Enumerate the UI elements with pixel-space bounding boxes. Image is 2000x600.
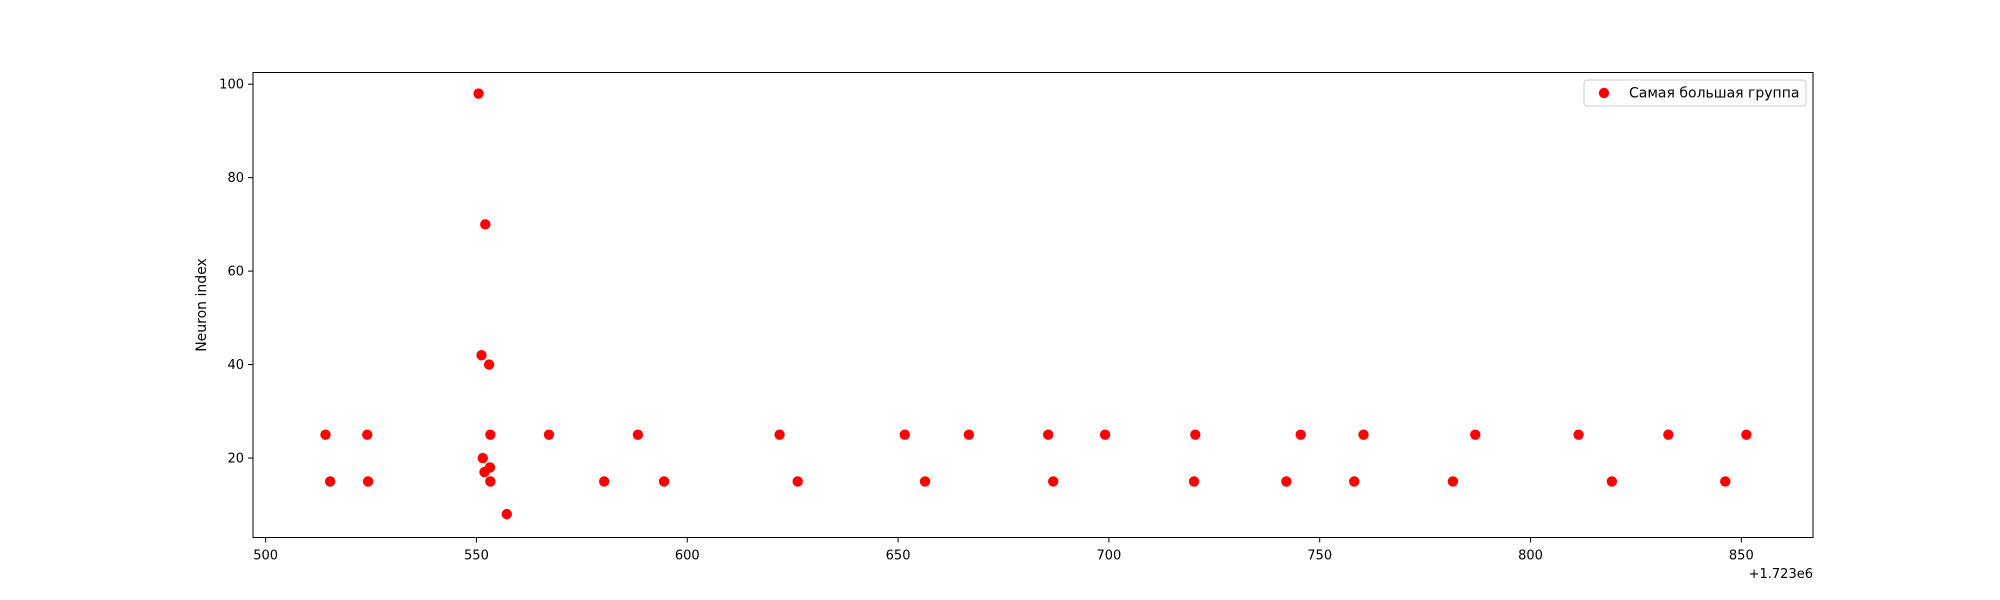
data-point	[632, 429, 644, 440]
data-point	[501, 508, 513, 520]
plot-area-frame	[252, 72, 1814, 538]
data-point	[1606, 476, 1618, 487]
data-point	[1281, 476, 1292, 487]
data-point	[362, 429, 373, 440]
x-axis-ticks: 500 550 600 650 700 750 800 850	[253, 537, 1754, 564]
data-point	[1295, 429, 1306, 440]
data-point	[483, 359, 495, 370]
data-point	[658, 476, 670, 487]
x-tick-label: 650	[886, 549, 911, 564]
data-point	[1048, 476, 1059, 487]
data-point	[1099, 429, 1111, 440]
data-point	[792, 476, 803, 487]
x-tick-label: 700	[1096, 549, 1121, 564]
y-tick-label: 20	[227, 452, 244, 467]
x-axis-offset-label: +1.723e6	[1749, 567, 1813, 582]
data-point	[899, 429, 911, 440]
y-tick-label: 40	[227, 358, 244, 373]
data-point	[919, 476, 931, 487]
data-point	[1447, 476, 1459, 487]
data-point	[484, 462, 496, 473]
legend-label: Самая большая группа	[1629, 86, 1799, 102]
y-axis-ticks: 20 40 60 80 100	[219, 78, 253, 467]
data-point	[362, 476, 374, 487]
data-point	[1188, 476, 1200, 487]
data-point	[1358, 429, 1369, 440]
data-point	[599, 476, 610, 487]
x-tick-label: 600	[675, 549, 700, 564]
data-point	[1190, 429, 1201, 440]
data-point	[473, 88, 484, 99]
data-point	[476, 350, 487, 361]
x-tick-label: 500	[253, 549, 278, 564]
data-point	[1470, 429, 1481, 440]
data-point	[480, 219, 491, 230]
y-tick-label: 60	[227, 265, 244, 280]
data-point	[485, 476, 496, 487]
data-point	[963, 429, 975, 440]
data-point	[1720, 476, 1731, 487]
data-point	[543, 429, 555, 440]
data-point	[774, 429, 785, 440]
data-point	[485, 429, 496, 440]
data-point	[1741, 429, 1752, 440]
x-tick-label: 850	[1729, 549, 1754, 564]
y-tick-label: 80	[227, 171, 244, 186]
y-axis-label: Neuron index	[194, 258, 210, 352]
legend: Самая большая группа	[1583, 79, 1807, 107]
x-tick-label: 550	[464, 549, 489, 564]
legend-marker	[1598, 87, 1610, 99]
x-tick-label: 750	[1307, 549, 1332, 564]
x-tick-label: 800	[1518, 549, 1543, 564]
data-point	[477, 452, 488, 464]
data-point	[1349, 476, 1360, 487]
data-point	[1663, 429, 1674, 440]
data-point	[1042, 429, 1054, 440]
legend-frame	[1583, 79, 1807, 107]
scatter-points	[320, 88, 1752, 520]
data-point	[1573, 429, 1584, 440]
y-tick-label: 100	[219, 78, 244, 93]
data-point	[320, 429, 331, 440]
data-point	[324, 476, 336, 487]
